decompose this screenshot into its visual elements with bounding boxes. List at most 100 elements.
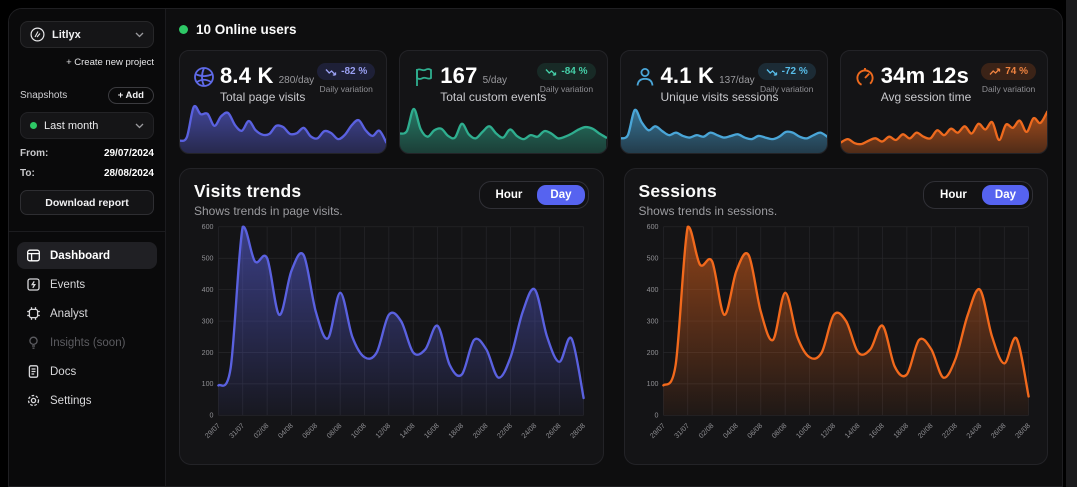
from-value: 29/07/2024 bbox=[103, 148, 154, 159]
svg-text:04/08: 04/08 bbox=[277, 422, 295, 440]
svg-text:02/08: 02/08 bbox=[697, 422, 715, 440]
svg-text:26/08: 26/08 bbox=[544, 422, 562, 440]
panel-title: Sessions bbox=[638, 181, 717, 201]
sidebar-item-docs[interactable]: Docs bbox=[17, 358, 157, 385]
period-selector[interactable]: Last month bbox=[20, 112, 154, 139]
hour-toggle-button[interactable]: Hour bbox=[927, 185, 980, 205]
trend-down-icon bbox=[325, 68, 337, 76]
svg-text:18/08: 18/08 bbox=[447, 422, 465, 440]
svg-text:02/08: 02/08 bbox=[252, 422, 270, 440]
svg-text:28/08: 28/08 bbox=[1013, 422, 1031, 440]
sidebar-item-label: Insights (soon) bbox=[50, 336, 126, 349]
svg-text:100: 100 bbox=[646, 380, 658, 388]
stat-card-page-visits: 8.4 K 280/day Total page visits -82 % Da… bbox=[179, 50, 388, 154]
sidebar-item-label: Analyst bbox=[50, 307, 88, 320]
badge-caption: Daily variation bbox=[981, 84, 1036, 94]
svg-text:24/08: 24/08 bbox=[520, 422, 538, 440]
chevron-down-icon bbox=[135, 123, 144, 129]
sidebar-item-label: Settings bbox=[50, 394, 92, 407]
svg-text:200: 200 bbox=[202, 349, 214, 357]
svg-text:500: 500 bbox=[646, 255, 658, 263]
panel-subtitle: Shows trends in sessions. bbox=[638, 204, 778, 218]
svg-text:08/08: 08/08 bbox=[770, 422, 788, 440]
svg-text:31/07: 31/07 bbox=[228, 422, 246, 440]
sidebar-item-label: Docs bbox=[50, 365, 77, 378]
svg-text:06/08: 06/08 bbox=[745, 422, 763, 440]
project-name: Litlyx bbox=[52, 28, 81, 41]
user-icon bbox=[633, 63, 661, 104]
svg-text:400: 400 bbox=[646, 286, 658, 294]
stat-value: 34m 12s bbox=[880, 63, 970, 88]
stat-per-day: 280/day bbox=[278, 75, 315, 86]
daily-variation-badge: -84 % bbox=[537, 63, 596, 80]
project-selector[interactable]: Litlyx bbox=[20, 21, 154, 48]
litlyx-logo-icon bbox=[30, 27, 45, 42]
trend-down-icon bbox=[545, 68, 557, 76]
sidebar: Litlyx + Create new project Snapshots + … bbox=[9, 9, 166, 486]
day-toggle-button[interactable]: Day bbox=[537, 185, 585, 205]
stat-value: 167 bbox=[440, 63, 478, 88]
svg-text:20/08: 20/08 bbox=[471, 422, 489, 440]
svg-text:12/08: 12/08 bbox=[818, 422, 836, 440]
sidebar-item-events[interactable]: Events bbox=[17, 271, 157, 298]
stat-label: Avg session time bbox=[880, 90, 972, 104]
main-content: 10 Online users 8.4 K 280/day Total page… bbox=[166, 9, 1062, 486]
unique-sessions-sparkline bbox=[620, 108, 827, 153]
svg-text:24/08: 24/08 bbox=[965, 422, 983, 440]
svg-text:200: 200 bbox=[646, 349, 658, 357]
svg-text:20/08: 20/08 bbox=[916, 422, 934, 440]
sidebar-divider bbox=[9, 231, 165, 232]
badge-caption: Daily variation bbox=[319, 84, 373, 94]
page-visits-sparkline bbox=[180, 104, 387, 153]
visits-interval-toggle: Hour Day bbox=[478, 181, 589, 209]
svg-text:29/07: 29/07 bbox=[204, 422, 222, 440]
stat-label: Unique visits sessions bbox=[660, 90, 779, 104]
panel-title: Visits trends bbox=[194, 181, 302, 201]
sidebar-item-settings[interactable]: Settings bbox=[17, 387, 157, 414]
trend-down-icon bbox=[766, 68, 777, 76]
add-snapshot-button[interactable]: + Add bbox=[107, 87, 154, 104]
svg-text:10/08: 10/08 bbox=[350, 422, 368, 440]
hour-toggle-button[interactable]: Hour bbox=[483, 185, 536, 205]
insights-icon bbox=[26, 335, 41, 350]
svg-text:04/08: 04/08 bbox=[721, 422, 739, 440]
day-toggle-button[interactable]: Day bbox=[981, 185, 1029, 205]
stat-label: Total page visits bbox=[220, 90, 306, 104]
svg-text:31/07: 31/07 bbox=[672, 422, 690, 440]
svg-text:06/08: 06/08 bbox=[301, 422, 319, 440]
svg-text:0: 0 bbox=[210, 412, 214, 420]
period-value: Last month bbox=[44, 119, 99, 132]
daily-variation-badge: 74 % bbox=[981, 63, 1036, 80]
svg-text:12/08: 12/08 bbox=[374, 422, 392, 440]
create-project-link[interactable]: + Create new project bbox=[66, 57, 154, 68]
svg-text:10/08: 10/08 bbox=[794, 422, 812, 440]
sidebar-item-analyst[interactable]: Analyst bbox=[17, 300, 157, 327]
dashboard-icon bbox=[26, 248, 41, 263]
stat-card-avg-session-time: 34m 12s Avg session time 74 % Daily vari… bbox=[839, 50, 1048, 154]
chevron-down-icon bbox=[135, 32, 144, 38]
app-frame: Litlyx + Create new project Snapshots + … bbox=[8, 8, 1063, 487]
sidebar-item-insights: Insights (soon) bbox=[17, 329, 157, 356]
stat-cards-row: 8.4 K 280/day Total page visits -82 % Da… bbox=[179, 50, 1048, 154]
globe-icon bbox=[192, 63, 220, 104]
online-users-count: 10 Online users bbox=[196, 22, 297, 37]
sidebar-item-label: Dashboard bbox=[50, 249, 111, 262]
sidebar-item-dashboard[interactable]: Dashboard bbox=[17, 242, 157, 269]
download-report-button[interactable]: Download report bbox=[20, 190, 154, 215]
svg-text:16/08: 16/08 bbox=[867, 422, 885, 440]
svg-text:08/08: 08/08 bbox=[325, 422, 343, 440]
svg-text:26/08: 26/08 bbox=[989, 422, 1007, 440]
flag-icon bbox=[412, 63, 440, 104]
stat-per-day: 137/day bbox=[719, 75, 755, 86]
to-value: 28/08/2024 bbox=[103, 168, 154, 179]
badge-caption: Daily variation bbox=[759, 84, 814, 94]
stat-card-custom-events: 167 5/day Total custom events -84 % Dail… bbox=[399, 50, 608, 154]
online-status-dot bbox=[179, 25, 188, 34]
stat-card-unique-sessions: 4.1 K 137/day Unique visits sessions -72… bbox=[619, 50, 828, 154]
daily-variation-badge: -72 % bbox=[757, 63, 816, 80]
from-label: From: bbox=[20, 148, 49, 159]
events-icon bbox=[26, 277, 41, 292]
visits-trends-chart: 29/07 31/07 02/08 04/08 06/08 08/08 10/08 12/08… bbox=[202, 223, 587, 440]
svg-text:18/08: 18/08 bbox=[892, 422, 910, 440]
svg-text:600: 600 bbox=[646, 223, 658, 231]
